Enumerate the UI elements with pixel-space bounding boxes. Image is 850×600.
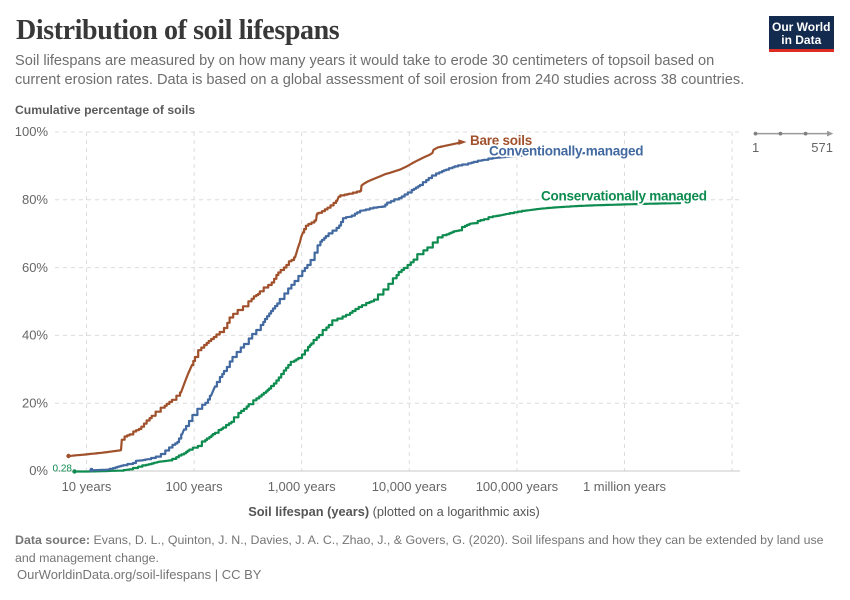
svg-text:Conservationally managed: Conservationally managed — [541, 189, 707, 204]
svg-text:571: 571 — [811, 140, 833, 155]
svg-text:100 years: 100 years — [166, 479, 224, 494]
svg-text:1 million years: 1 million years — [583, 479, 667, 494]
svg-text:1,000 years: 1,000 years — [268, 479, 336, 494]
svg-text:100%: 100% — [15, 124, 49, 139]
svg-text:Soil lifespan (years) (plotted: Soil lifespan (years) (plotted on a loga… — [248, 504, 540, 519]
svg-text:0%: 0% — [29, 463, 48, 478]
svg-text:Bare soils: Bare soils — [470, 133, 532, 148]
svg-text:10,000 years: 10,000 years — [372, 479, 448, 494]
svg-text:1: 1 — [752, 140, 759, 155]
svg-text:Conventionally managed: Conventionally managed — [489, 143, 643, 158]
svg-text:100,000 years: 100,000 years — [476, 479, 559, 494]
svg-text:40%: 40% — [22, 328, 48, 343]
svg-text:10 years: 10 years — [62, 479, 112, 494]
svg-text:60%: 60% — [22, 260, 48, 275]
svg-text:20%: 20% — [22, 395, 48, 410]
svg-text:80%: 80% — [22, 192, 48, 207]
svg-text:0.28: 0.28 — [53, 464, 73, 475]
